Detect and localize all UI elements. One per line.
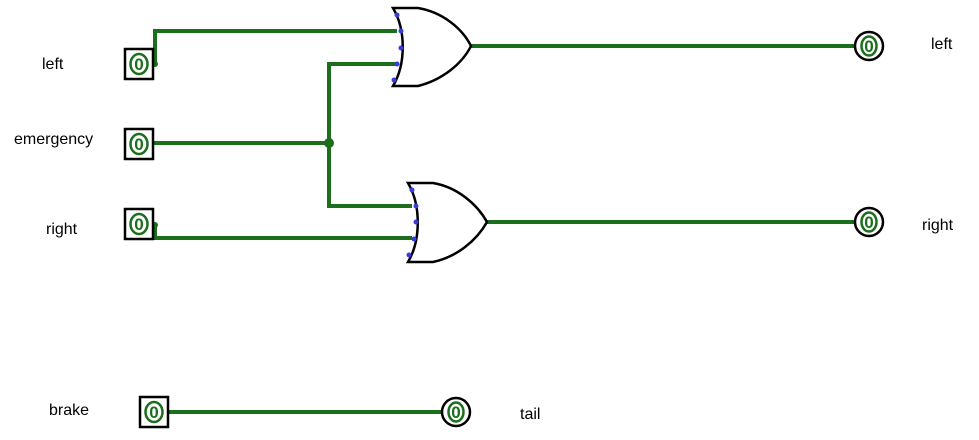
- or-gate-bottom-pin-5: [406, 252, 412, 258]
- output-pin-left-outer: [853, 30, 885, 62]
- or-gate-bottom-pin-2: [413, 203, 419, 209]
- input-pin-right-value: 0: [134, 215, 143, 234]
- input-label-left: left: [42, 56, 64, 73]
- output-label-right: right: [922, 217, 954, 234]
- wire-junction-to-or-bottom: [327, 141, 412, 208]
- output-pin-left-ring: [860, 35, 878, 57]
- input-pin-right[interactable]: 0: [123, 207, 155, 241]
- input-pin-brake-value: 0: [149, 403, 158, 422]
- output-label-left: left: [931, 36, 953, 53]
- output-pin-right-ring: [860, 211, 878, 233]
- output-pin-right: 0: [853, 206, 885, 238]
- or-gate-top-pin-5: [391, 77, 397, 83]
- input-label-brake: brake: [49, 402, 89, 419]
- wires: [153, 29, 858, 414]
- output-pin-left: 0: [853, 30, 885, 62]
- or-gate-top-pin-3: [398, 45, 404, 51]
- input-pin-left-value: 0: [134, 55, 143, 74]
- wire-junction-to-or-top: [327, 62, 397, 145]
- output-pin-right-outer: [853, 206, 885, 238]
- input-pin-left-ring: [129, 52, 149, 76]
- wire-left-to-or-top: [153, 29, 397, 64]
- or-gate-top-body: [390, 6, 473, 88]
- input-pin-emergency-value: 0: [134, 135, 143, 154]
- input-label-right: right: [46, 221, 78, 238]
- or-gate-top[interactable]: [390, 6, 473, 88]
- or-gate-bottom-pin-4: [411, 236, 417, 242]
- wire-right-to-or-bottom: [153, 225, 412, 240]
- wire-junction-dot: [324, 138, 334, 148]
- or-gate-bottom-pin-3: [413, 219, 419, 225]
- output-label-tail: tail: [520, 406, 540, 423]
- output-pin-right-value: 0: [864, 213, 873, 232]
- output-pin-tail-outer: [440, 396, 472, 428]
- input-label-emergency: emergency: [14, 131, 93, 148]
- input-pin-brake[interactable]: 0: [138, 395, 170, 429]
- output-pin-tail-ring: [447, 401, 465, 423]
- or-gate-top-pin-4: [394, 61, 400, 67]
- or-gate-bottom-body: [405, 181, 489, 264]
- or-gate-top-pin-1: [394, 12, 400, 18]
- or-gate-bottom-pin-1: [409, 187, 415, 193]
- input-pin-emergency[interactable]: 0: [123, 127, 155, 161]
- or-gate-bottom[interactable]: [405, 181, 489, 264]
- input-pin-right-ring: [129, 212, 149, 236]
- output-pin-tail-value: 0: [451, 403, 460, 422]
- input-pin-left[interactable]: 0: [123, 47, 155, 81]
- output-pin-left-value: 0: [864, 37, 873, 56]
- output-pin-tail: 0: [440, 396, 472, 428]
- input-pin-emergency-ring: [129, 132, 149, 156]
- or-gate-top-pin-2: [398, 28, 404, 34]
- input-pin-brake-ring: [144, 400, 164, 424]
